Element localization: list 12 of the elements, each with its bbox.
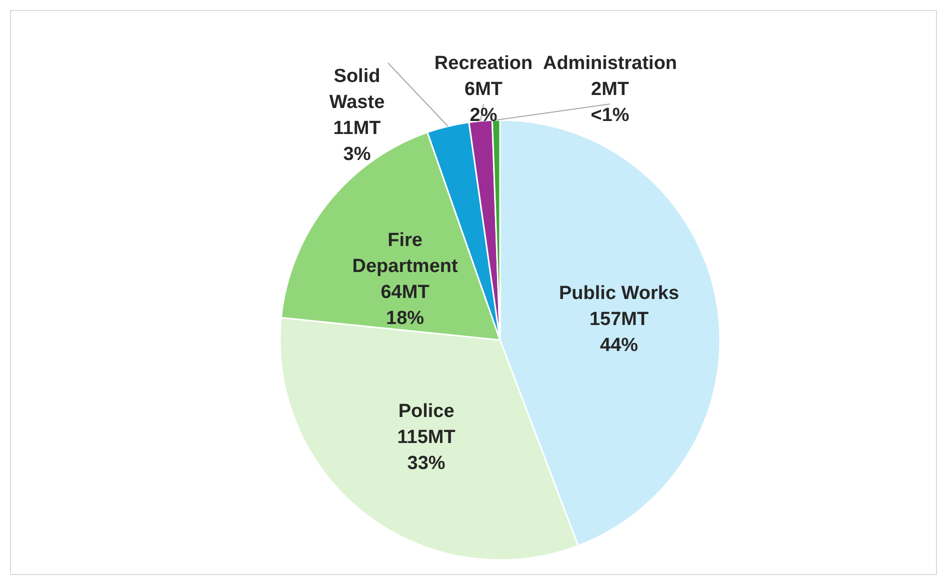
data-label: 64MT 18%: [380, 282, 430, 330]
slice-label: Administration: [542, 53, 678, 74]
data-label: 2MT <1%: [590, 79, 630, 126]
slice-label: Public Works: [559, 283, 680, 304]
slice-label: Recreation: [434, 53, 533, 74]
data-label: 115MT 33%: [397, 426, 456, 474]
data-label: 6MT 2%: [464, 79, 503, 126]
slice-label: Fire Department: [352, 230, 458, 278]
data-label: 157MT 44%: [589, 309, 649, 356]
slice-label: Solid Waste: [329, 66, 385, 113]
data-label: 11MT 3%: [333, 118, 382, 165]
slice-label: Police: [398, 400, 454, 422]
